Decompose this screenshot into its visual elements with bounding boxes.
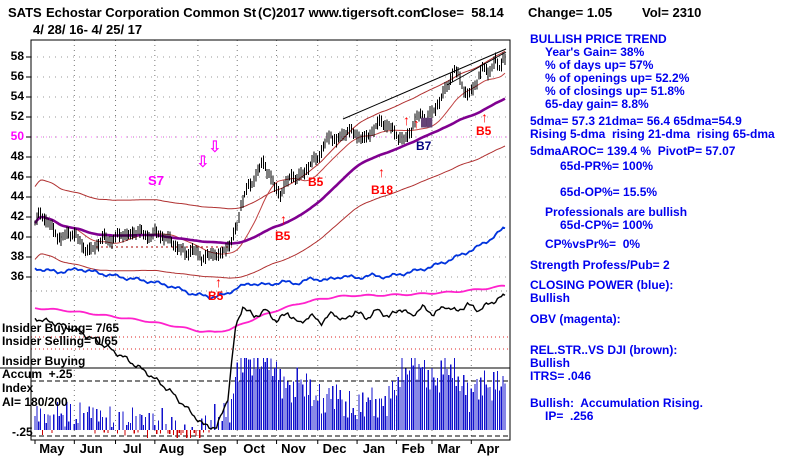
- panel-itrs: ITRS= .046: [530, 369, 592, 383]
- price-axis-label-44: 44: [10, 189, 24, 203]
- price-axis-label-50: 50: [10, 129, 24, 143]
- month-label-mar: Mar: [437, 441, 460, 456]
- date-range: 4/ 28/ 16- 4/ 25/ 17: [33, 22, 143, 37]
- price-axis-label-56: 56: [10, 69, 24, 83]
- label-insider-selling-count: Insider Selling= 0/65: [2, 334, 118, 348]
- ticker-symbol: SATS: [8, 5, 42, 20]
- panel-op-65d: 65d-OP%= 15.5%: [560, 185, 658, 199]
- month-label-sep: Sep: [203, 441, 227, 456]
- panel-openings-up: % of openings up= 52.2%: [545, 71, 690, 85]
- signal-b18: B18: [371, 183, 394, 197]
- month-label-may: May: [39, 441, 65, 456]
- panel-gain-65d: 65-day gain= 8.8%: [545, 97, 649, 111]
- label-insider-buying: Insider Buying: [2, 354, 86, 368]
- signal-b5-2: B5: [308, 175, 324, 189]
- signal-up-arrow-3: ↑: [413, 116, 420, 131]
- close-value: Close= 58.14: [421, 5, 504, 20]
- signal-down-arrow-2: ⇩: [208, 139, 222, 156]
- panel-years-gain: Year's Gain= 38%: [545, 45, 645, 59]
- panel-aroc-pivot: 5dmaAROC= 139.4 % PivotP= 57.07: [530, 144, 736, 158]
- month-label-jul: Jul: [123, 441, 142, 456]
- month-label-apr: Apr: [477, 441, 499, 456]
- price-axis-label-58: 58: [10, 49, 24, 63]
- signal-dark-squares: ██: [421, 118, 433, 127]
- signal-b5-cp: B5: [208, 289, 224, 303]
- panel-rel-header: REL.STR..VS DJI (brown):: [530, 343, 678, 357]
- panel-trend-header: BULLISH PRICE TREND: [530, 32, 667, 46]
- month-label-nov: Nov: [281, 441, 306, 456]
- panel-cp-header: CLOSING POWER (blue):: [530, 278, 674, 292]
- signal-up-arrow-b18: ↑: [378, 164, 385, 180]
- panel-days-up: % of days up= 57%: [545, 58, 654, 72]
- panel-ip: IP= .256: [545, 409, 594, 423]
- price-axis-label-54: 54: [10, 89, 24, 103]
- price-axis-label-46: 46: [10, 169, 24, 183]
- price-axis-label-38: 38: [10, 249, 24, 263]
- label-accum-minus: -.25: [12, 425, 33, 439]
- panel-cp-65d: 65d-CP%= 100%: [560, 218, 654, 232]
- price-axis-label-40: 40: [10, 229, 24, 243]
- panel-closings-up: % of closings up= 51.8%: [545, 84, 685, 98]
- month-label-aug: Aug: [159, 441, 184, 456]
- signal-down-arrow-1: ⇩: [196, 154, 210, 171]
- label-accum-plus: Accum +.25: [2, 367, 73, 381]
- signal-up-arrow-b5: ↑: [481, 109, 488, 125]
- label-ai-value: AI= 180/200: [2, 395, 68, 409]
- month-label-oct: Oct: [243, 441, 265, 456]
- signal-up-arrow-1: ↑: [280, 211, 287, 227]
- panel-professionals: Professionals are bullish: [545, 205, 688, 219]
- price-axis-label-52: 52: [10, 109, 24, 123]
- month-label-feb: Feb: [402, 441, 425, 456]
- panel-cp-vs-pr: CP%vsPr%= 0%: [545, 237, 641, 251]
- panel-pr-65d: 65d-PR%= 100%: [560, 159, 654, 173]
- month-label-jan: Jan: [363, 441, 385, 456]
- price-axis-label-36: 36: [10, 269, 24, 283]
- panel-rising-dmas: Rising 5-dma rising 21-dma rising 65-dma: [530, 127, 775, 141]
- panel-accum-state: Bullish: Accumulation Rising.: [530, 396, 703, 410]
- label-insider-buying-count: Insider Buying= 7/65: [2, 321, 120, 335]
- month-label-jun: Jun: [80, 441, 103, 456]
- copyright-text: (C)2017 www.tigersoft.com: [258, 5, 425, 20]
- company-name: Echostar Corporation Common St: [46, 5, 257, 20]
- signal-b5-1: B5: [275, 229, 291, 243]
- month-label-dec: Dec: [323, 441, 347, 456]
- signal-b7: B7: [416, 139, 432, 153]
- panel-obv-header: OBV (magenta):: [530, 312, 621, 326]
- signal-s7: S7: [148, 173, 164, 188]
- panel-dmas: 5dma= 57.3 21dma= 56.4 65dma=54.9: [530, 114, 742, 128]
- signal-up-arrow-cp: ↑: [215, 274, 222, 290]
- change-value: Change= 1.05: [528, 5, 613, 20]
- price-axis-label-48: 48: [10, 149, 24, 163]
- volume-value: Vol= 2310: [642, 5, 702, 20]
- signal-b5-3: B5: [476, 124, 492, 138]
- panel-strength: Strength Profess/Pub= 2: [530, 258, 670, 272]
- panel-cp-state: Bullish: [530, 291, 571, 305]
- signal-up-arrow-2: ↑: [403, 112, 410, 128]
- price-axis-label-42: 42: [10, 209, 24, 223]
- label-index: Index: [2, 381, 34, 395]
- panel-rel-state: Bullish: [530, 356, 571, 370]
- analysis-panel: BULLISH PRICE TREND Year's Gain= 38%% of …: [530, 0, 800, 459]
